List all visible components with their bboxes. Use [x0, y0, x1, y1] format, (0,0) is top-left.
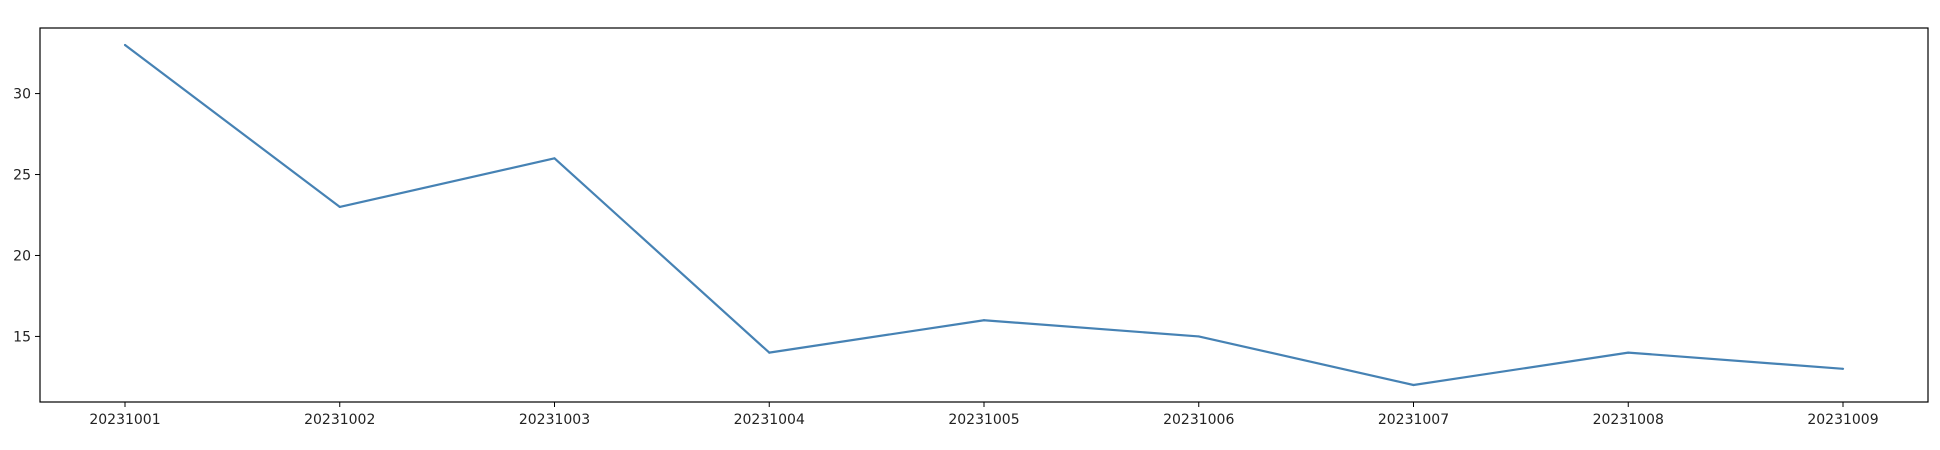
- data-point: [123, 43, 127, 47]
- data-point: [768, 351, 771, 354]
- y-tick-label: 30: [13, 87, 31, 103]
- data-point: [1841, 367, 1845, 370]
- x-tick-label: 20231007: [1378, 412, 1449, 428]
- data-point: [338, 205, 341, 209]
- x-tick-label: 20231003: [519, 412, 590, 428]
- data-point: [982, 319, 986, 322]
- y-axis: 15 20 25 30: [13, 87, 40, 345]
- y-tick-label: 20: [13, 248, 31, 264]
- x-tick-label: 20231001: [89, 412, 160, 428]
- x-tick-label: 20231005: [948, 412, 1019, 428]
- data-point: [553, 157, 556, 160]
- data-point: [1197, 335, 1200, 338]
- x-tick-label: 20231009: [1807, 412, 1878, 428]
- data-point: [1627, 351, 1630, 354]
- y-tick-label: 25: [13, 168, 31, 184]
- x-tick-label: 20231008: [1593, 412, 1664, 428]
- series-layer: [123, 43, 1845, 387]
- x-axis: 20231001 20231002 20231003 20231004 20231005…: [89, 402, 1879, 428]
- x-tick-label: 20231004: [734, 412, 805, 428]
- x-tick-label: 20231006: [1163, 412, 1234, 428]
- plot-frame: [39, 27, 1929, 403]
- data-point: [1412, 383, 1415, 387]
- y-tick-label: 15: [13, 329, 31, 345]
- x-tick-label: 20231002: [304, 412, 375, 428]
